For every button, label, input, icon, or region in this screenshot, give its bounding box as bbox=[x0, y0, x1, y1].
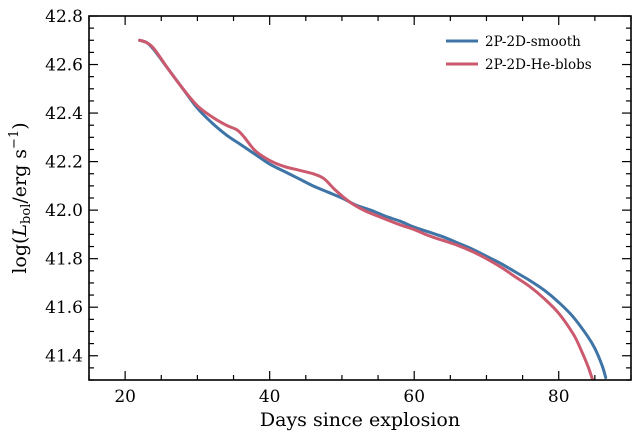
y-tick-label: 41.6 bbox=[45, 298, 83, 318]
legend-label-2p-2d-he-blobs: 2P-2D-He-blobs bbox=[485, 57, 592, 73]
y-tick-label: 42.6 bbox=[45, 56, 83, 76]
y-tick-label: 42.4 bbox=[45, 104, 83, 124]
series-line-2p-2d-he-blobs bbox=[138, 38, 595, 380]
y-tick-label: 42.8 bbox=[45, 7, 83, 27]
x-tick-label: 20 bbox=[114, 387, 136, 407]
x-tick-label: 80 bbox=[548, 387, 570, 407]
legend: 2P-2D-smooth 2P-2D-He-blobs bbox=[446, 34, 592, 73]
series-line-2p-2d-smooth bbox=[138, 38, 608, 380]
y-tick-label: 41.4 bbox=[45, 347, 83, 367]
axis-tick-labels: 20 40 60 80 41.4 41.6 41.8 42.0 42.2 42.4 42.6 42.8 bbox=[45, 7, 569, 407]
y-tick-label: 42.2 bbox=[45, 153, 83, 173]
axis-ticks bbox=[88, 15, 632, 381]
legend-label-2p-2d-smooth: 2P-2D-smooth bbox=[485, 34, 581, 50]
y-axis-title: log(Lbol/erg s−1) bbox=[7, 122, 34, 273]
x-axis-title: Days since explosion bbox=[260, 409, 460, 431]
y-tick-label: 41.8 bbox=[45, 250, 83, 270]
x-tick-label: 60 bbox=[403, 387, 425, 407]
x-tick-label: 40 bbox=[259, 387, 281, 407]
y-tick-label: 42.0 bbox=[45, 201, 83, 221]
series-group bbox=[138, 38, 608, 380]
